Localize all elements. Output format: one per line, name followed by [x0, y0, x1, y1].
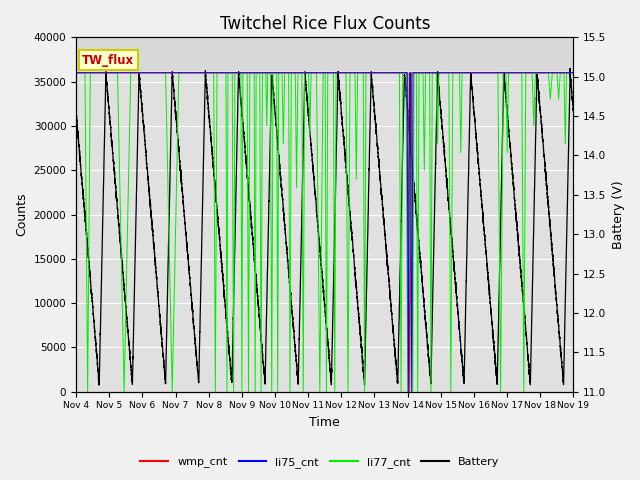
- Title: Twitchel Rice Flux Counts: Twitchel Rice Flux Counts: [220, 15, 430, 33]
- Y-axis label: Counts: Counts: [15, 193, 28, 236]
- Y-axis label: Battery (V): Battery (V): [612, 180, 625, 249]
- Bar: [76, 71, 573, 392]
- Text: TW_flux: TW_flux: [83, 54, 134, 67]
- X-axis label: Time: Time: [309, 416, 340, 429]
- Legend: wmp_cnt, li75_cnt, li77_cnt, Battery: wmp_cnt, li75_cnt, li77_cnt, Battery: [136, 452, 504, 472]
- Bar: [76, 37, 573, 71]
